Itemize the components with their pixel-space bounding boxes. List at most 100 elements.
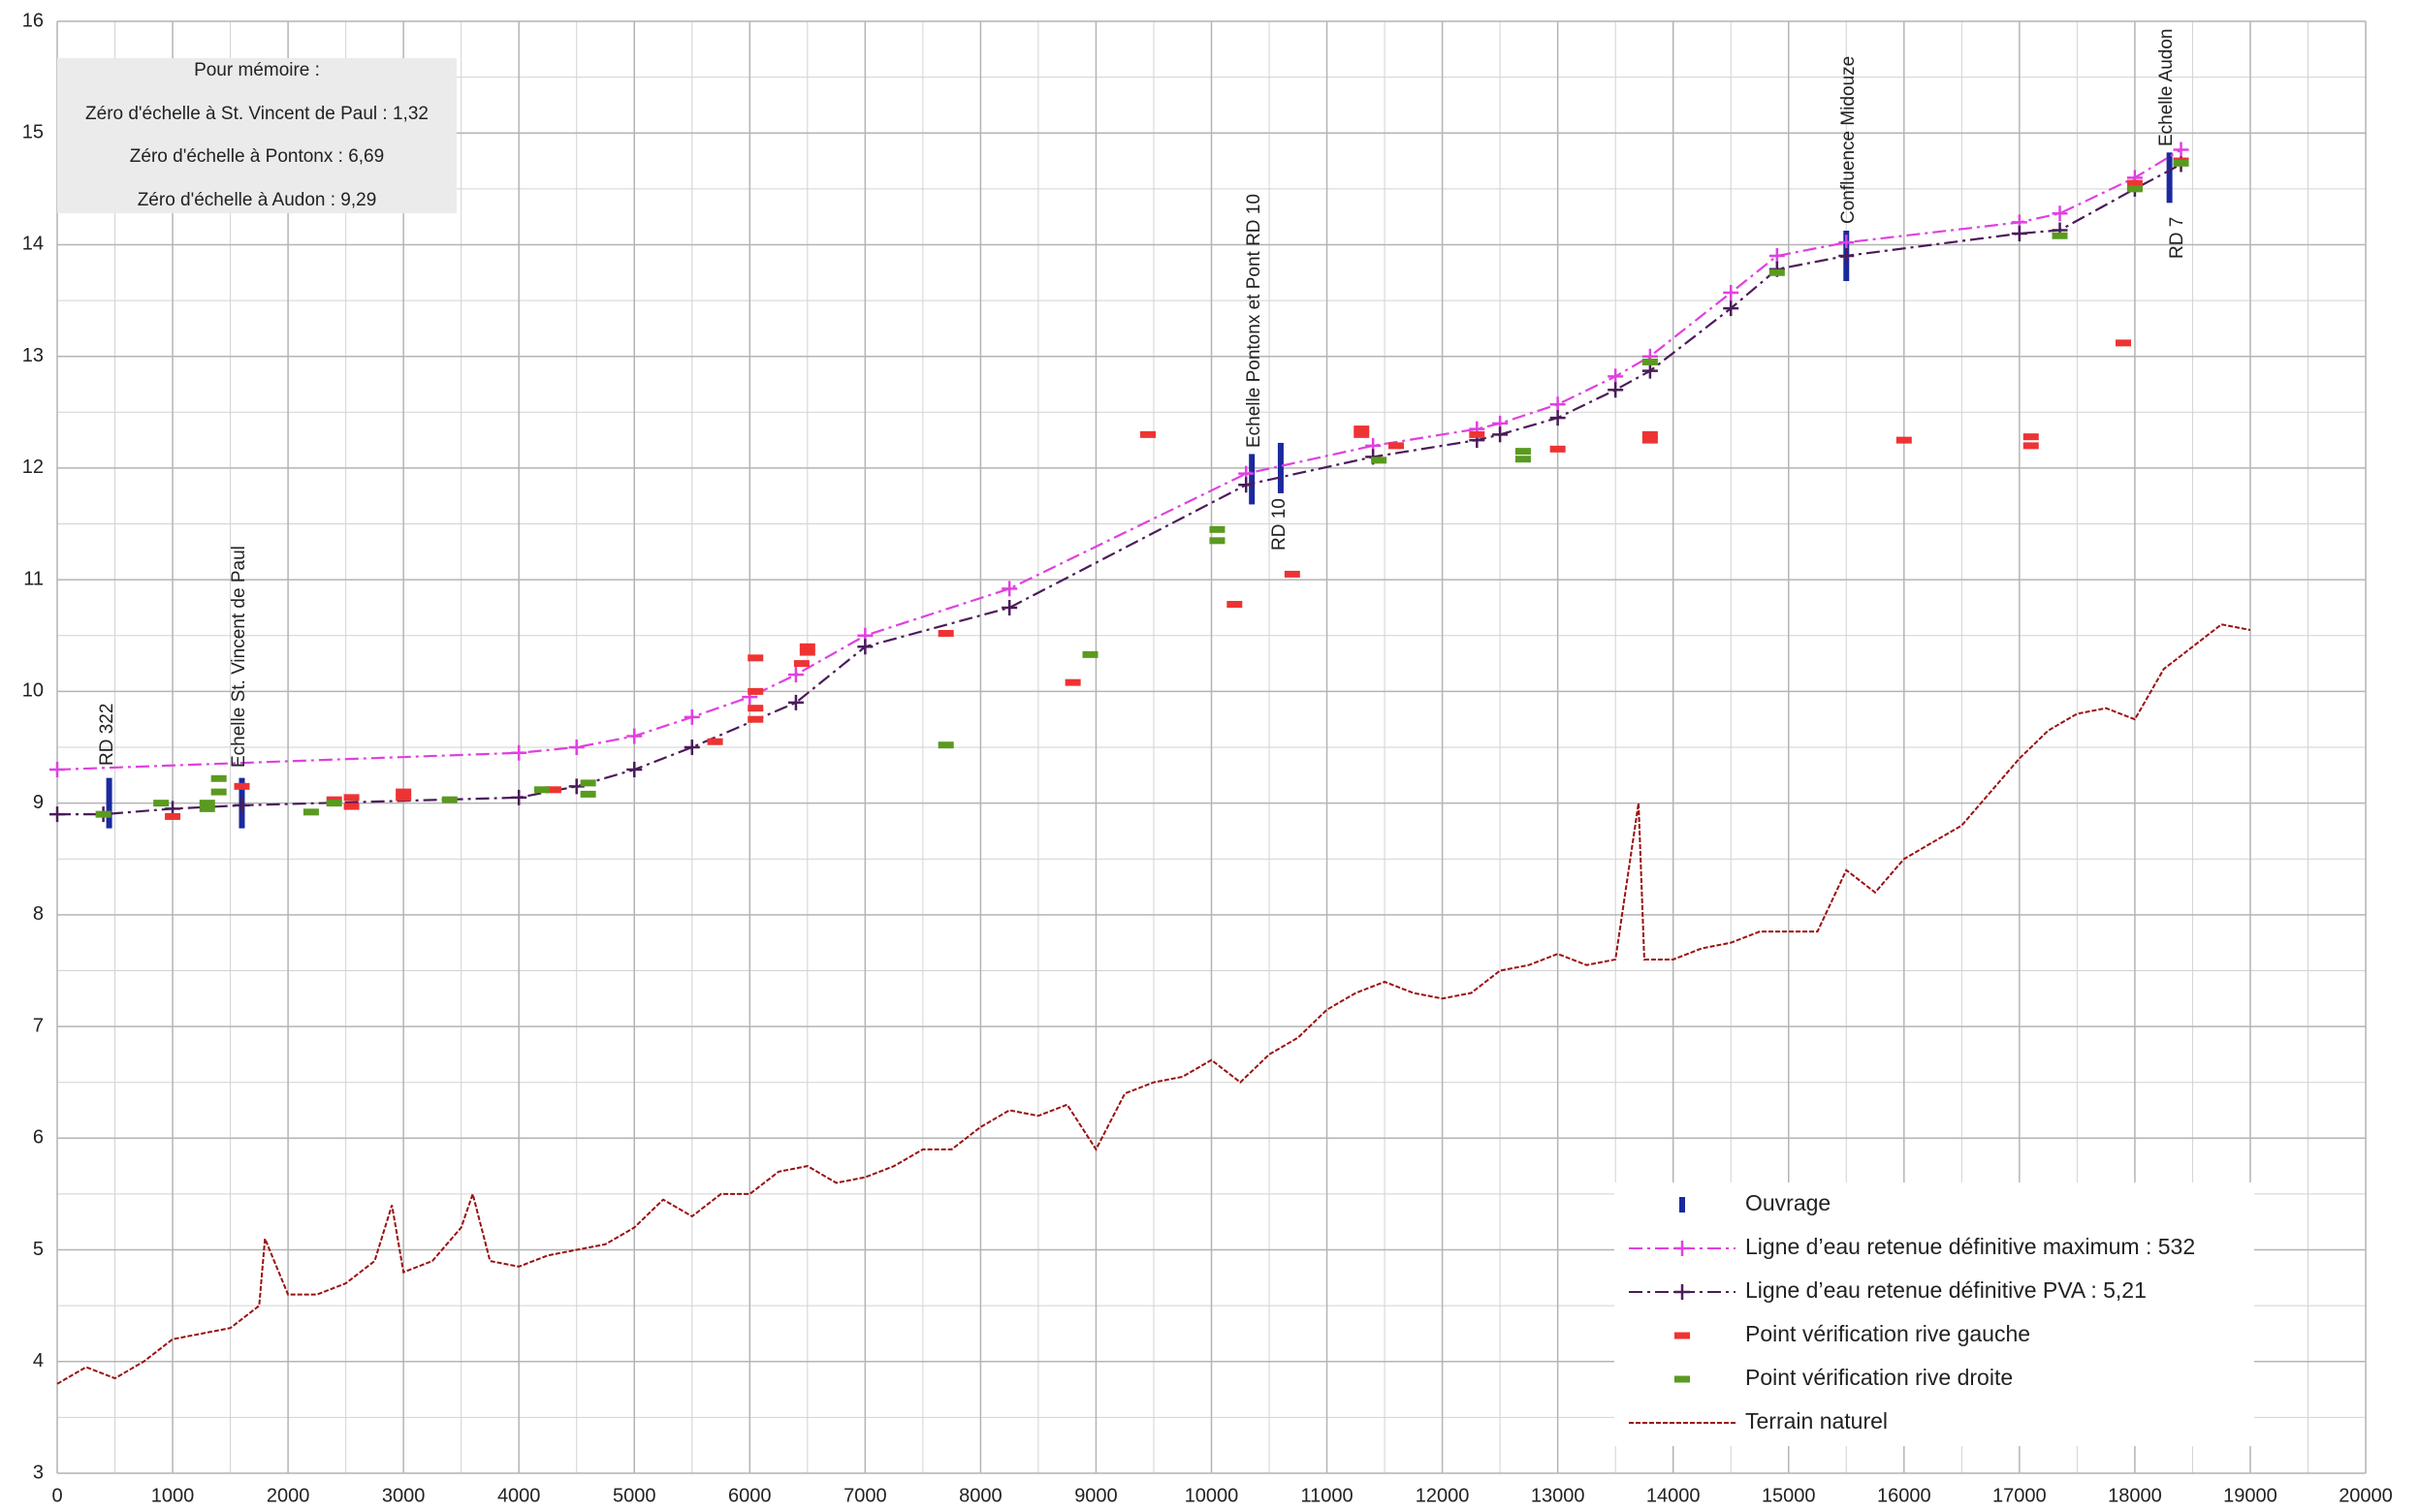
marker [1723, 285, 1739, 301]
point [210, 774, 227, 782]
memo-line: Pour mémoire : [194, 60, 320, 80]
point [799, 643, 815, 650]
marker [1608, 382, 1624, 398]
marker [1608, 368, 1624, 385]
marker [1641, 362, 1658, 379]
point [1082, 650, 1099, 658]
point [343, 794, 360, 802]
marker [2011, 225, 2027, 241]
point [210, 788, 227, 796]
x-tick-label: 7000 [844, 1485, 887, 1506]
point [1469, 430, 1485, 438]
marker [1549, 410, 1566, 426]
annotation: Echelle Audon [2156, 29, 2177, 147]
point [1641, 436, 1658, 444]
point [1371, 457, 1387, 464]
legend-symbol [1674, 1284, 1690, 1300]
point [302, 808, 319, 816]
point [441, 796, 458, 803]
point [234, 782, 250, 790]
marker [626, 762, 643, 778]
legend: Ouvrage Ligne d’eau retenue définitive ma… [1614, 1182, 2254, 1446]
marker [49, 762, 65, 778]
point [2126, 185, 2143, 193]
marker [684, 740, 700, 755]
marker [2052, 205, 2068, 222]
x-tick-label: 14000 [1646, 1485, 1701, 1506]
point [1353, 425, 1370, 433]
memo-box [57, 58, 457, 213]
point [938, 741, 954, 749]
y-tick-label: 14 [22, 234, 44, 255]
annotation: Echelle St. Vincent de Paul [229, 546, 249, 768]
y-tick-label: 6 [33, 1127, 44, 1149]
x-tick-label: 8000 [959, 1485, 1003, 1506]
marker [684, 709, 700, 725]
point [326, 800, 342, 807]
y-tick-label: 11 [23, 568, 44, 589]
marker [1002, 599, 1018, 615]
legend-label: Ligne d’eau retenue définitive PVA : 5,2… [1745, 1277, 2147, 1303]
point [106, 777, 112, 829]
point [199, 804, 215, 812]
series [49, 142, 2189, 778]
point [95, 810, 111, 818]
marker [1002, 581, 1018, 597]
marker [1492, 426, 1509, 443]
point [1895, 436, 1912, 444]
x-tick-label: 10000 [1185, 1485, 1239, 1506]
x-tick-label: 4000 [497, 1485, 541, 1506]
marker [1838, 235, 1855, 251]
point [545, 786, 561, 794]
x-tick-label: 20000 [2339, 1485, 2393, 1506]
series [49, 156, 2189, 823]
point [1277, 442, 1284, 493]
point [1514, 456, 1531, 463]
point [1209, 537, 1226, 545]
point [1549, 445, 1566, 453]
marker [787, 694, 804, 710]
x-tick-label: 1000 [151, 1485, 195, 1506]
point [799, 648, 815, 656]
marker [2173, 142, 2189, 158]
point [793, 660, 810, 668]
point [1641, 358, 1658, 365]
series [165, 157, 2189, 820]
point [165, 812, 181, 820]
y-tick-label: 13 [22, 345, 44, 366]
memo-line: Zéro d'échelle à Audon : 9,29 [138, 190, 377, 210]
legend-box [1614, 1182, 2254, 1446]
point [2022, 433, 2039, 441]
point [748, 705, 764, 712]
y-tick-label: 3 [33, 1462, 44, 1483]
point [199, 800, 215, 807]
point [1387, 442, 1404, 450]
y-tick-label: 10 [22, 680, 44, 702]
point [938, 629, 954, 637]
marker [1549, 396, 1566, 413]
x-tick-label: 12000 [1416, 1485, 1470, 1506]
y-tick-label: 7 [33, 1015, 44, 1036]
y-tick-label: 9 [33, 792, 44, 813]
annotation: RD 7 [2167, 217, 2187, 259]
marker [1768, 247, 1785, 264]
x-tick-label: 9000 [1074, 1485, 1118, 1506]
marker [511, 789, 527, 805]
point [580, 779, 596, 787]
x-tick-label: 19000 [2223, 1485, 2277, 1506]
legend-label: Ouvrage [1745, 1190, 1831, 1215]
point [396, 794, 412, 802]
x-tick-label: 11000 [1300, 1485, 1353, 1506]
series [95, 159, 2189, 818]
y-tick-label: 15 [22, 122, 44, 143]
x-tick-label: 0 [51, 1485, 62, 1506]
point [2115, 339, 2131, 347]
annotation: RD 322 [97, 704, 117, 766]
legend-symbol [1674, 1375, 1690, 1383]
marker [787, 667, 804, 683]
point [748, 715, 764, 723]
point [1226, 601, 1243, 609]
annotation: RD 10 [1269, 498, 1290, 551]
x-tick-label: 2000 [267, 1485, 310, 1506]
legend-symbol [1674, 1241, 1690, 1256]
